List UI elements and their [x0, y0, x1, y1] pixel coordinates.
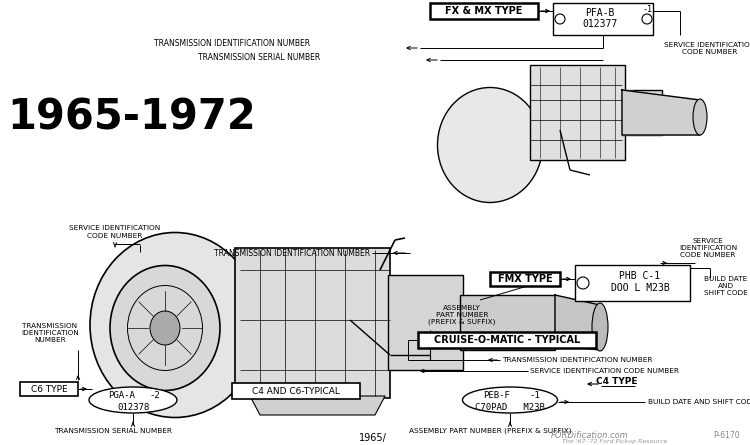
Text: 1965-1972: 1965-1972: [7, 97, 256, 139]
Bar: [553, 3, 653, 35]
Bar: [418, 332, 596, 348]
Circle shape: [642, 14, 652, 24]
Ellipse shape: [89, 387, 177, 413]
Text: FMX TYPE: FMX TYPE: [498, 274, 552, 284]
Polygon shape: [622, 90, 700, 135]
FancyBboxPatch shape: [530, 65, 625, 160]
Ellipse shape: [592, 303, 608, 351]
Text: PHB C-1: PHB C-1: [620, 271, 661, 281]
Text: PGA-A: PGA-A: [109, 392, 136, 401]
Text: -1: -1: [530, 392, 540, 401]
Text: 1965/: 1965/: [359, 433, 387, 443]
Text: TRANSMISSION IDENTIFICATION NUMBER: TRANSMISSION IDENTIFICATION NUMBER: [214, 248, 370, 258]
Text: BUILD DATE AND SHIFT CODE: BUILD DATE AND SHIFT CODE: [648, 399, 750, 405]
Ellipse shape: [693, 99, 707, 135]
Text: FORDification.com: FORDification.com: [551, 430, 629, 440]
Bar: [490, 272, 560, 286]
Polygon shape: [555, 295, 600, 350]
Text: ASSEMBLY PART NUMBER (PREFIX & SUFFIX): ASSEMBLY PART NUMBER (PREFIX & SUFFIX): [409, 428, 572, 434]
Text: C6 TYPE: C6 TYPE: [31, 384, 68, 393]
Ellipse shape: [150, 311, 180, 345]
Text: P-6170: P-6170: [713, 430, 740, 440]
Circle shape: [577, 277, 589, 289]
Text: -2: -2: [149, 392, 160, 401]
Text: C70PAD   M23B: C70PAD M23B: [475, 404, 545, 413]
Bar: [235, 248, 390, 398]
Text: 012377: 012377: [582, 19, 618, 29]
Bar: [388, 275, 463, 370]
Text: The '67-'72 Ford Pickup Resource: The '67-'72 Ford Pickup Resource: [562, 438, 668, 444]
Text: TRANSMISSION SERIAL NUMBER: TRANSMISSION SERIAL NUMBER: [198, 53, 320, 61]
Text: TRANSMISSION IDENTIFICATION NUMBER: TRANSMISSION IDENTIFICATION NUMBER: [154, 40, 310, 49]
Text: FX & MX TYPE: FX & MX TYPE: [446, 6, 523, 16]
Text: TRANSMISSION SERIAL NUMBER: TRANSMISSION SERIAL NUMBER: [54, 428, 172, 434]
Ellipse shape: [463, 387, 557, 413]
Text: BUILD DATE
AND
SHIFT CODE: BUILD DATE AND SHIFT CODE: [704, 276, 748, 296]
Bar: [622, 90, 662, 135]
Polygon shape: [250, 396, 385, 415]
Text: 012378: 012378: [117, 404, 149, 413]
Bar: [20, 382, 78, 396]
Text: SERVICE IDENTIFICATION
CODE NUMBER: SERVICE IDENTIFICATION CODE NUMBER: [69, 226, 160, 239]
Text: SERVICE IDENTIFICATION
CODE NUMBER: SERVICE IDENTIFICATION CODE NUMBER: [664, 42, 750, 55]
Text: C4 TYPE: C4 TYPE: [596, 377, 638, 387]
Bar: [430, 3, 538, 19]
Text: SERVICE IDENTIFICATION CODE NUMBER: SERVICE IDENTIFICATION CODE NUMBER: [530, 368, 679, 374]
Bar: [232, 383, 360, 399]
Bar: [575, 265, 690, 301]
Text: -1: -1: [643, 5, 653, 15]
Text: TRANSMISSION
IDENTIFICATION
NUMBER: TRANSMISSION IDENTIFICATION NUMBER: [21, 323, 79, 343]
Circle shape: [555, 14, 565, 24]
Text: DOO L M23B: DOO L M23B: [610, 283, 669, 293]
Text: ASSEMBLY
PART NUMBER
(PREFIX & SUFFIX): ASSEMBLY PART NUMBER (PREFIX & SUFFIX): [428, 305, 496, 325]
Text: PFA-B: PFA-B: [585, 8, 615, 18]
Ellipse shape: [437, 88, 542, 202]
Ellipse shape: [90, 232, 260, 417]
Bar: [460, 295, 555, 350]
Text: CRUISE-O-MATIC - TYPICAL: CRUISE-O-MATIC - TYPICAL: [433, 335, 580, 345]
Text: C4 AND C6-TYPICAL: C4 AND C6-TYPICAL: [252, 387, 340, 396]
Text: TRANSMISSION IDENTIFICATION NUMBER: TRANSMISSION IDENTIFICATION NUMBER: [502, 357, 652, 363]
Text: PEB-F: PEB-F: [484, 392, 511, 401]
Text: SERVICE
IDENTIFICATION
CODE NUMBER: SERVICE IDENTIFICATION CODE NUMBER: [679, 238, 737, 258]
Ellipse shape: [110, 266, 220, 391]
